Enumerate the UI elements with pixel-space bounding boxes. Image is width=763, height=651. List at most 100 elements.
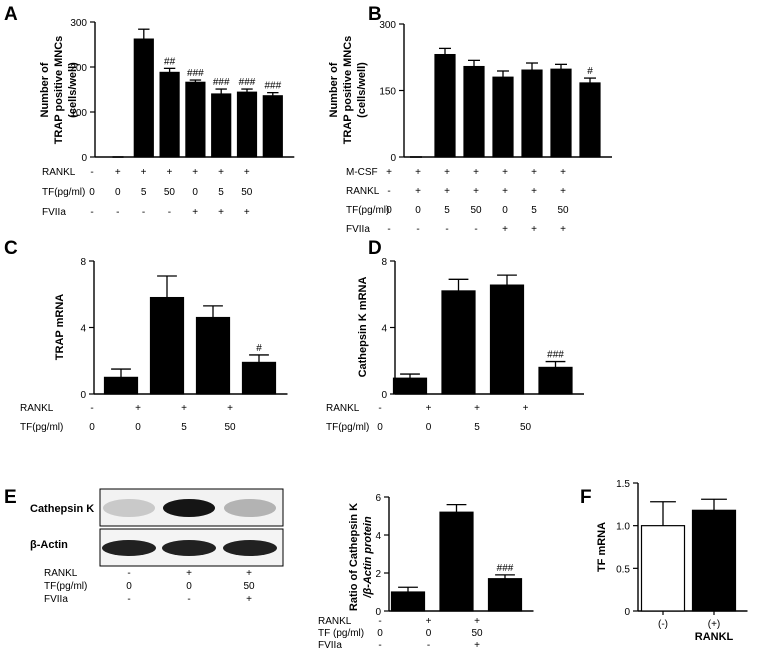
condition-value: +: [218, 207, 224, 218]
y-tick-label: 8: [381, 257, 387, 268]
bar: [538, 366, 573, 395]
condition-label: RANKL: [44, 568, 78, 579]
condition-label: TF(pg/ml): [44, 581, 87, 592]
ylabel-b-line3: (cells/well): [356, 62, 368, 118]
condition-label: RANKL: [318, 616, 352, 627]
chart-panel-f: 0 0.5 1.0 1.5 (-) (+): [616, 479, 748, 630]
condition-value: +: [502, 167, 508, 178]
condition-value: +: [474, 616, 480, 627]
bar: [439, 511, 474, 612]
significance-mark: ###: [239, 77, 256, 88]
condition-value: -: [387, 186, 390, 197]
condition-value: 50: [224, 422, 236, 433]
bar: [434, 53, 456, 158]
bar: [103, 376, 139, 395]
xlabel-f: RANKL: [695, 631, 734, 643]
condition-value: -: [387, 224, 390, 235]
condition-value: 50: [241, 187, 253, 198]
ylabel-b-line2: TRAP positive MNCs: [342, 36, 354, 145]
blot-band-beta-actin: [162, 540, 216, 556]
panel-letter-b: B: [368, 4, 382, 25]
y-tick-label: 150: [379, 87, 396, 98]
condition-value: 5: [444, 205, 450, 216]
condition-value: +: [181, 403, 187, 414]
blot-label-beta-actin: β-Actin: [30, 539, 68, 551]
condition-value: 0: [502, 205, 508, 216]
condition-value: +: [386, 167, 392, 178]
y-tick-label: 300: [70, 18, 87, 29]
conditions-table-a: RANKL - + + + + + + TF(pg/ml) 0 0 5 50 0 5 50 FVIIa - - - - +…: [42, 167, 253, 218]
y-tick-label: 1.0: [616, 522, 630, 533]
y-tick-label: 0.5: [616, 564, 630, 575]
panel-letter-d: D: [368, 238, 382, 259]
condition-value: +: [415, 167, 421, 178]
ylabel-b: Number of TRAP positive MNCs (cells/well…: [328, 36, 368, 145]
bar: [149, 296, 185, 395]
condition-value: 0: [192, 187, 198, 198]
condition-value: 0: [89, 422, 95, 433]
chart-panel-e: 0 2 4 6 ###: [375, 493, 534, 618]
condition-value: +: [474, 403, 480, 414]
bar: [640, 525, 686, 612]
y-tick-label: 1.5: [616, 479, 630, 490]
condition-label: TF(pg/ml): [20, 422, 63, 433]
condition-value: +: [135, 403, 141, 414]
bar: [133, 38, 154, 158]
condition-value: +: [502, 224, 508, 235]
condition-value: +: [473, 167, 479, 178]
condition-value: -: [127, 594, 130, 605]
condition-value: +: [246, 568, 252, 579]
condition-value: +: [444, 167, 450, 178]
significance-mark: ###: [187, 68, 204, 79]
condition-value: 0: [377, 628, 383, 639]
condition-label: FVIIa: [346, 224, 370, 235]
condition-value: +: [166, 167, 172, 178]
conditions-table-c: RANKL - + + + TF(pg/ml) 0 0 5 50: [20, 403, 236, 433]
condition-value: +: [192, 167, 198, 178]
y-tick-label: 8: [80, 257, 86, 268]
y-tick-label: 0: [381, 390, 387, 401]
panel-letter-f: F: [580, 487, 592, 508]
blot-band-cathepsin-k: [224, 499, 276, 517]
ylabel-d: Cathepsin K mRNA: [357, 277, 369, 378]
y-tick-label: 2: [375, 569, 381, 580]
condition-value: +: [426, 616, 432, 627]
condition-value: -: [416, 224, 419, 235]
condition-value: -: [90, 207, 93, 218]
bar: [441, 290, 476, 395]
ylabel-e-line2: /β-Actin protein: [362, 516, 374, 599]
y-tick-label: 0: [80, 390, 86, 401]
y-tick-label: 0: [390, 153, 396, 164]
condition-value: 5: [181, 422, 187, 433]
condition-label: RANKL: [346, 186, 380, 197]
significance-mark: ###: [213, 77, 230, 88]
condition-value: 0: [386, 205, 392, 216]
ylabel-a-line2: TRAP positive MNCs: [53, 36, 65, 145]
condition-value: +: [560, 186, 566, 197]
conditions-table-b: M-CSF + + + + + + +RANKL - + + + + + +TF(pg/ml)0 0 5 50 0 5…: [346, 167, 569, 235]
condition-value: 50: [471, 628, 483, 639]
bar: [492, 76, 514, 158]
condition-value: +: [192, 207, 198, 218]
condition-label: RANKL: [326, 403, 360, 414]
condition-label: TF(pg/ml): [346, 205, 389, 216]
condition-value: -: [445, 224, 448, 235]
y-tick-label: 0: [624, 607, 630, 618]
condition-label: FVIIa: [318, 640, 342, 651]
condition-value: +: [227, 403, 233, 414]
condition-value: +: [246, 594, 252, 605]
condition-value: -: [90, 403, 93, 414]
condition-value: 5: [531, 205, 537, 216]
condition-value: 50: [520, 422, 532, 433]
conditions-table-e-chart: RANKL - + + TF (pg/ml) 0 0 50 FVIIa - - +: [318, 616, 483, 651]
condition-value: 0: [126, 581, 132, 592]
condition-value: +: [244, 167, 250, 178]
x-tick-label: (-): [658, 619, 668, 630]
ylabel-e-line1: Ratio of Cathepsin K: [348, 503, 360, 611]
condition-value: +: [415, 186, 421, 197]
blot-band-beta-actin: [223, 540, 277, 556]
blot-band-beta-actin: [102, 540, 156, 556]
ylabel-c: TRAP mRNA: [54, 294, 66, 360]
